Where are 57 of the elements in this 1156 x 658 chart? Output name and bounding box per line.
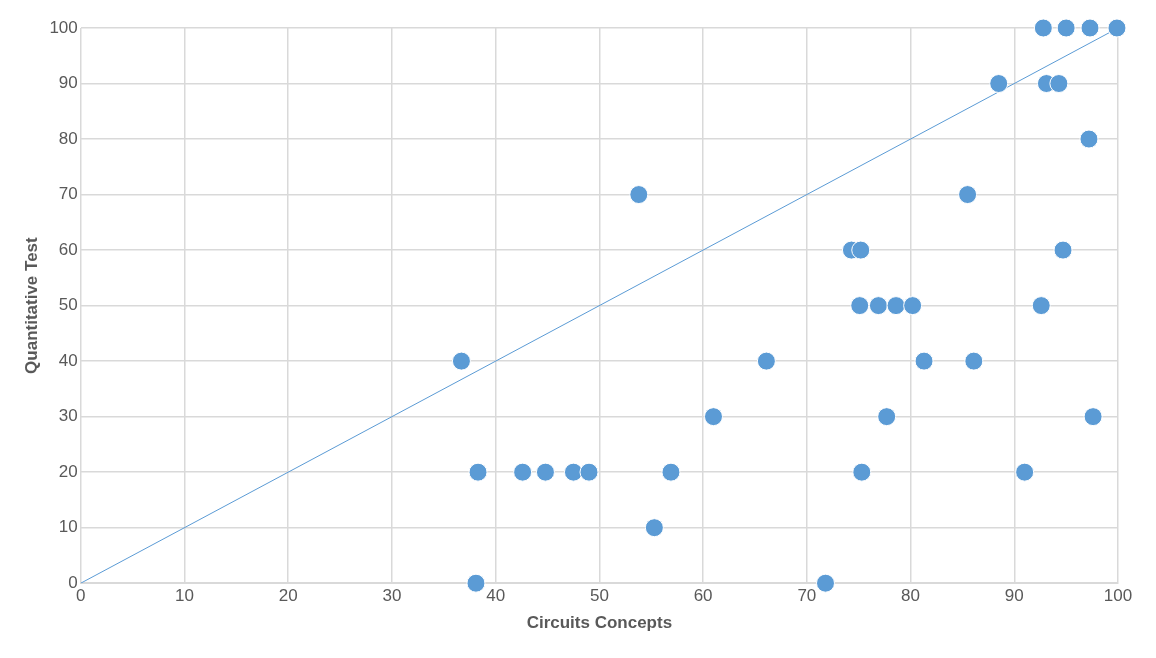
point [958, 185, 978, 205]
point [1079, 129, 1099, 149]
y-tick-label: 30 [58, 406, 78, 426]
point [852, 462, 872, 482]
point [661, 462, 681, 482]
point [1083, 407, 1103, 427]
point [468, 462, 488, 482]
point [756, 351, 776, 371]
x-tick-label: 20 [278, 586, 298, 606]
x-tick-label: 100 [1103, 586, 1133, 606]
x-axis-title: Circuits Concepts [526, 613, 673, 633]
point [868, 296, 888, 316]
point [579, 462, 599, 482]
point [703, 407, 723, 427]
x-tick-label: 80 [901, 586, 921, 606]
x-tick-label: 40 [486, 586, 506, 606]
x-tick-label: 60 [693, 586, 713, 606]
y-tick-label: 60 [58, 239, 78, 259]
x-tick-label: 30 [382, 586, 402, 606]
y-tick-label: 70 [58, 184, 78, 204]
point [644, 518, 664, 538]
point [850, 296, 870, 316]
y-tick-label: 10 [58, 517, 78, 537]
y-tick-label: 100 [49, 17, 78, 37]
x-tick-label: 10 [175, 586, 194, 606]
point [914, 351, 934, 371]
point [1080, 18, 1100, 38]
y-tick-label: 0 [68, 572, 78, 592]
y-tick-label: 80 [58, 128, 78, 148]
point [1031, 296, 1051, 316]
point [903, 296, 923, 316]
point [1033, 18, 1053, 38]
point [1056, 18, 1076, 38]
point [1049, 74, 1069, 94]
point [629, 185, 649, 205]
point [1107, 18, 1127, 38]
point [816, 573, 835, 593]
point [1053, 240, 1073, 260]
point [513, 462, 533, 482]
point [964, 351, 984, 371]
point [989, 74, 1009, 94]
point [851, 240, 871, 260]
point [877, 407, 897, 427]
point [886, 296, 906, 316]
point [563, 462, 583, 482]
point [451, 351, 471, 371]
point [1015, 462, 1035, 482]
point [535, 462, 555, 482]
y-tick-label: 40 [58, 350, 78, 370]
y-tick-label: 20 [58, 461, 78, 481]
x-tick-label: 90 [1004, 586, 1024, 606]
y-axis-title: Quantitative Test [21, 236, 41, 374]
y-tick-label: 50 [58, 295, 78, 315]
y-tick-label: 90 [58, 73, 78, 93]
x-tick-label: 70 [797, 586, 817, 606]
point [466, 573, 486, 593]
x-tick-label: 50 [589, 586, 609, 606]
